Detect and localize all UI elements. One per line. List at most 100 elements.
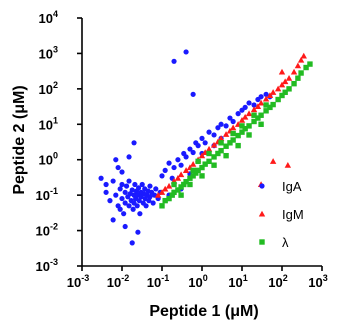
data-point [159,173,165,179]
data-point [270,101,276,108]
data-point [235,132,241,139]
data-point [150,200,156,206]
data-point [202,140,208,146]
data-point [205,145,213,152]
data-point [117,206,123,212]
x-axis-title: Peptide 1 (μM) [149,303,258,320]
data-point [195,167,201,174]
legend-label: IgA [282,179,302,194]
x-tick-label: 103 [308,273,327,290]
data-point [206,129,212,135]
data-point [210,141,218,148]
data-point [143,203,149,209]
data-point [110,178,116,184]
data-point [258,121,264,127]
data-point [123,183,130,189]
data-point [251,118,257,125]
data-point [263,91,269,97]
y-tick-label: 102 [39,80,58,97]
data-point [229,124,237,131]
legend-item: λ [259,235,289,250]
data-point [286,86,292,92]
data-point [246,100,252,106]
data-point [189,160,197,167]
data-point [137,211,143,217]
chart-marks [98,49,313,246]
data-point [230,137,236,143]
data-point [294,62,302,69]
data-point [161,185,169,192]
data-point [126,203,132,209]
data-point [195,143,201,149]
data-point [166,195,172,202]
data-point [300,52,307,59]
data-point [103,181,109,188]
data-point [254,103,262,109]
y-tick-label: 101 [39,115,58,132]
data-point [122,223,128,230]
data-point [223,143,229,149]
data-point [211,154,217,160]
data-point [171,181,177,188]
data-point [171,189,177,196]
y-tick-label: 103 [39,44,58,61]
data-point [217,135,225,141]
data-point [275,96,281,103]
data-point [183,178,189,185]
data-point [227,115,233,121]
data-point [206,158,212,165]
data-point [297,56,305,63]
data-point [117,186,123,192]
data-point [246,132,252,138]
data-point [218,121,224,127]
data-point [223,152,229,159]
data-point [135,229,141,235]
series-0 [98,49,273,246]
data-point [182,167,190,173]
data-point [147,183,153,189]
data-point [132,181,138,188]
data-point [246,123,252,129]
data-point [257,99,265,106]
data-point [227,140,233,146]
data-point [119,195,125,202]
data-point [218,140,224,146]
data-point [218,147,224,154]
data-point [154,191,162,198]
data-point [269,89,277,95]
data-point [215,150,221,157]
data-point [282,89,288,95]
data-point [274,85,282,92]
data-point [198,152,206,159]
data-point [267,104,273,111]
data-point [178,192,184,198]
legend-marker [259,239,265,245]
data-point [139,181,145,188]
data-point [235,111,241,117]
data-point [187,146,193,152]
data-point [211,132,217,138]
data-point [119,181,125,188]
data-point [258,112,264,118]
data-point [103,189,109,195]
x-tick-label: 10-1 [147,273,169,290]
data-point [262,95,270,102]
data-point [126,154,132,160]
series-2 [159,61,313,209]
data-point [187,181,193,188]
data-point [174,175,182,181]
data-point [166,160,172,166]
data-point [279,92,285,99]
data-point [136,198,142,204]
data-point [206,150,212,157]
data-point [110,217,116,223]
data-point [98,175,104,181]
legend-item: IgM [258,207,304,222]
data-point [162,167,168,173]
data-point [199,135,205,141]
data-point [258,94,264,100]
data-point [113,157,119,163]
data-point [175,187,181,193]
data-point [115,164,121,171]
